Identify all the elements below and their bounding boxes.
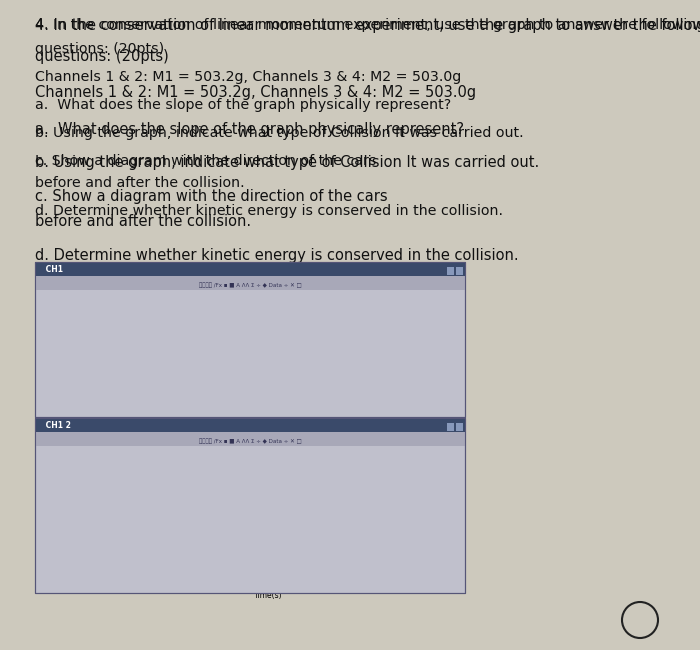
Text: d. Determine whether kinetic energy is conserved in the collision.: d. Determine whether kinetic energy is c… — [35, 248, 519, 263]
Text: before and after the collision.: before and after the collision. — [35, 214, 251, 229]
Y-axis label: Position (m): Position (m) — [53, 493, 60, 535]
Text: ▼ Run #2: ▼ Run #2 — [290, 298, 323, 305]
Bar — [456, 267, 463, 275]
Text: ⬛⬛⬛⬛ /Fx ▪ ■ A ΛΛ Σ ÷ ◆ Data ÷ ✕ □: ⬛⬛⬛⬛ /Fx ▪ ■ A ΛΛ Σ ÷ ◆ Data ÷ ✕ □ — [199, 438, 302, 444]
Bar — [35, 418, 465, 593]
Text: CH1: CH1 — [43, 265, 63, 274]
Text: Linear Fit
  m (Slope)       0.355 ± 0.0035
  b (Y Intercept) 0.620 ± 0.0057
  r: Linear Fit m (Slope) 0.355 ± 0.0035 b (Y… — [230, 297, 334, 332]
Text: questions: (20pts): questions: (20pts) — [35, 42, 164, 56]
Text: b. Using the graph, indicate what type of Collision It was carried out.: b. Using the graph, indicate what type o… — [35, 155, 539, 170]
Bar — [35, 418, 465, 593]
Text: CH1 2: CH1 2 — [43, 421, 71, 430]
Bar — [35, 262, 465, 276]
Text: Channels 1 & 2: M1 = 503.2g, Channels 3 & 4: M2 = 503.0g: Channels 1 & 2: M1 = 503.2g, Channels 3 … — [35, 85, 476, 100]
Text: ⬛⬛⬛⬛ /Fx ▪ ■ A ΛΛ Σ ÷ ◆ Data ÷ ✕ □: ⬛⬛⬛⬛ /Fx ▪ ■ A ΛΛ Σ ÷ ◆ Data ÷ ✕ □ — [199, 282, 302, 288]
X-axis label: Time(s): Time(s) — [254, 592, 283, 600]
Text: b. Using the graph, indicate what type of Collision It was carried out.: b. Using the graph, indicate what type o… — [35, 126, 524, 140]
Text: Channels 1 & 2: M1 = 503.2g, Channels 3 & 4: M2 = 503.0g: Channels 1 & 2: M1 = 503.2g, Channels 3 … — [35, 70, 461, 84]
Bar — [35, 276, 465, 290]
Text: c. Show a diagram with the direction of the cars: c. Show a diagram with the direction of … — [35, 154, 377, 168]
Bar — [456, 423, 463, 431]
Text: + Run #2: + Run #2 — [289, 456, 323, 462]
Bar — [447, 423, 454, 431]
Text: c. Show a diagram with the direction of the cars: c. Show a diagram with the direction of … — [35, 188, 388, 204]
Y-axis label: Position (m): Position (m) — [53, 332, 60, 374]
Text: Linear Fit
  m (Slope)       -0.354 ± 0.0038
  b (Y Intercept)  3.31 ± 0.006
  r: Linear Fit m (Slope) -0.354 ± 0.0038 b (… — [223, 486, 330, 520]
Text: 4. In the conservation of linear momentum experiment, use the graph to answer th: 4. In the conservation of linear momentu… — [35, 18, 700, 33]
Text: a.  What does the slope of the graph physically represent?: a. What does the slope of the graph phys… — [35, 98, 452, 112]
Bar — [35, 262, 465, 417]
Text: before and after the collision.: before and after the collision. — [35, 176, 244, 190]
Bar — [35, 262, 465, 417]
Bar — [35, 418, 465, 432]
Text: a.  What does the slope of the graph physically represent?: a. What does the slope of the graph phys… — [35, 122, 464, 136]
Bar — [447, 267, 454, 275]
Text: 4. In the conservation of linear momentum experiment, use the graph to answer th: 4. In the conservation of linear momentu… — [35, 18, 700, 32]
Text: d. Determine whether kinetic energy is conserved in the collision.: d. Determine whether kinetic energy is c… — [35, 204, 503, 218]
Text: questions: (20pts): questions: (20pts) — [35, 49, 169, 64]
Bar — [35, 432, 465, 446]
Text: m=0.8291: m=0.8291 — [146, 358, 179, 363]
